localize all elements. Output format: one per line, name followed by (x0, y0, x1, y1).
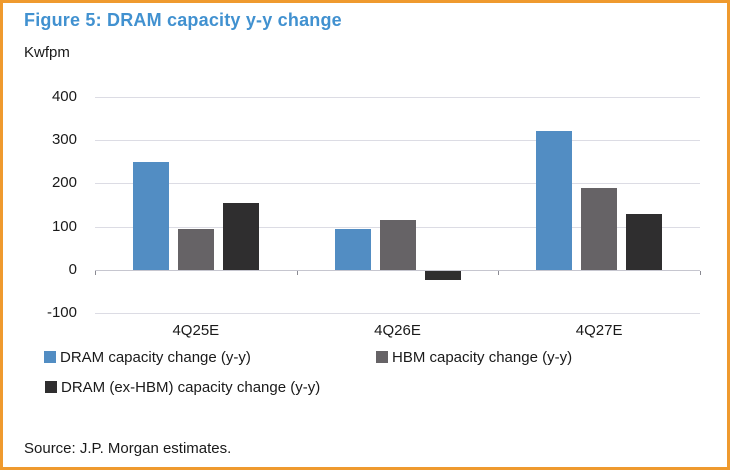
y-axis-unit-label: Kwfpm (24, 44, 70, 61)
legend-swatch-dram-ex-hbm (45, 381, 57, 393)
category-axis-tick (700, 271, 701, 275)
y-tick-label-100: 100 (51, 217, 77, 235)
bar-4Q26E-series-1 (379, 220, 416, 270)
legend-swatch-dram (44, 351, 56, 363)
y-tick-label-0: 0 (68, 261, 77, 278)
legend-item-dram: DRAM capacity change (y-y) (44, 349, 251, 366)
x-tick-label-4Q26E: 4Q26E (374, 322, 421, 339)
bar-4Q26E-series-0 (334, 228, 371, 270)
bar-4Q25E-series-2 (222, 202, 259, 270)
figure-title: Figure 5: DRAM capacity y-y change (24, 10, 342, 30)
bar-4Q27E-series-0 (536, 131, 573, 270)
legend-item-hbm: HBM capacity change (y-y) (376, 349, 572, 366)
bar-chart-plot-area: 400 300 200 100 0 -100 4Q25E 4Q26E 4Q27E (3, 3, 727, 467)
legend-label-hbm: HBM capacity change (y-y) (392, 349, 573, 366)
gridline-400 (95, 96, 700, 98)
y-tick-label-300: 300 (51, 131, 77, 148)
category-axis-tick (498, 271, 500, 275)
legend-label-dram: DRAM capacity change (y-y) (60, 349, 251, 366)
category-axis-tick (296, 271, 298, 275)
x-tick-label-4Q27E: 4Q27E (575, 322, 623, 339)
y-tick-label-200: 200 (51, 174, 77, 192)
x-tick-label-4Q25E: 4Q25E (172, 322, 220, 339)
bar-4Q27E-series-1 (581, 187, 618, 270)
source-note: Source: J.P. Morgan estimates. (24, 440, 232, 457)
category-axis-tick (95, 271, 96, 275)
bar-4Q25E-series-0 (132, 161, 169, 270)
gridline--100 (95, 313, 700, 315)
bar-4Q27E-series-2 (626, 213, 663, 270)
legend-item-dram-ex-hbm: DRAM (ex-HBM) capacity change (y-y) (45, 379, 320, 396)
gridline-200 (95, 183, 700, 185)
bar-4Q25E-series-1 (177, 228, 214, 270)
bar-4Q26E-series-2 (424, 271, 461, 280)
y-tick-label-400: 400 (51, 87, 77, 105)
y-tick-label--100: -100 (46, 304, 77, 322)
gridline-0 (95, 270, 700, 271)
legend-swatch-hbm (376, 351, 388, 363)
gridline-300 (95, 140, 700, 141)
legend-label-dram-ex-hbm: DRAM (ex-HBM) capacity change (y-y) (61, 379, 321, 396)
